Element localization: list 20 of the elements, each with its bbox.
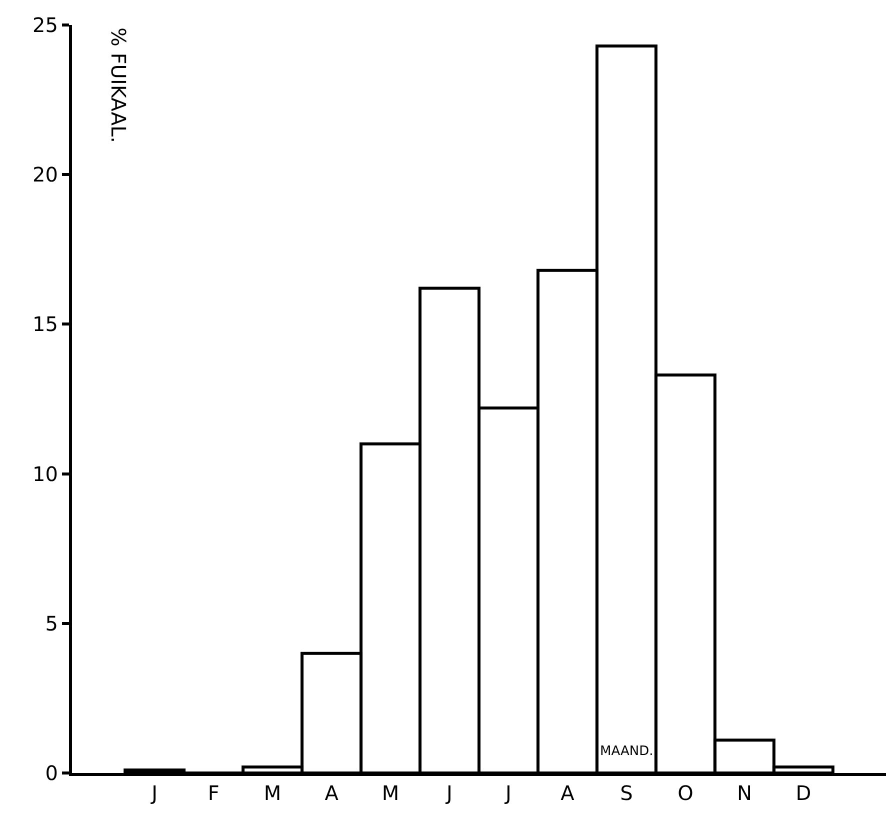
x-tick-label: O [678,781,694,805]
x-tick-label: M [382,781,400,805]
y-tick-label: 25 [32,13,58,37]
x-tick-label: J [504,781,512,805]
y-tick-label: 20 [32,162,58,187]
x-tick-label: A [324,781,339,805]
x-tick-label: A [560,781,575,805]
y-tick-label: 5 [45,611,58,636]
x-tick-label: M [264,781,282,805]
y-tick-label: 10 [32,462,58,486]
y-tick-label: 15 [32,312,58,336]
y-axis-title: % FUIKAAL. [106,27,131,144]
x-axis-title: MAAND. [600,744,654,759]
x-tick-label: F [208,781,220,805]
x-tick-label: N [736,781,752,805]
y-tick-label: 0 [45,761,58,785]
x-tick-label: J [444,781,452,805]
x-tick-label: D [796,781,812,805]
x-tick-label: J [150,781,158,805]
x-tick-label: S [620,781,633,805]
